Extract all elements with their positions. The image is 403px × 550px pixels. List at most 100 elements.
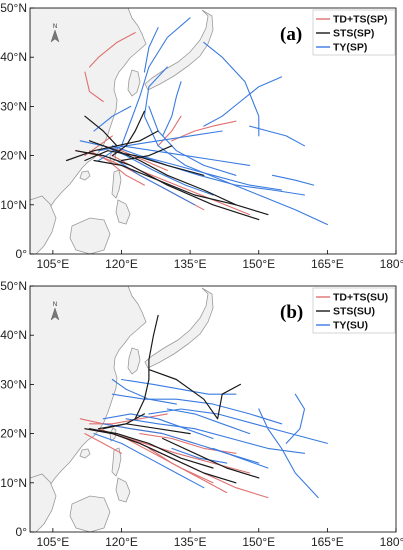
- track-sts-b-3: [84, 428, 237, 484]
- legend-entry-ty: TY(SU): [333, 320, 368, 332]
- track-ty-a-13: [93, 105, 132, 132]
- map-panel-a: 105°E 120°E 135°E 150°E 165°E 180° 0° 10°N 20°N 3…: [0, 1, 403, 271]
- y-tick-label: 50°N: [0, 279, 27, 293]
- x-tick-label: 165°E: [311, 257, 344, 271]
- panel-label-a: (a): [280, 24, 302, 45]
- track-ty-b-11: [212, 447, 269, 469]
- track-ty-b-2: [148, 408, 328, 444]
- track-ty-b-3: [125, 418, 306, 454]
- axis-ticks-a: 105°E 120°E 135°E 150°E 165°E 180° 0° 10°N 20°N 3…: [0, 1, 403, 271]
- tracks-layer-a: [65, 17, 328, 226]
- track-ty-a-6: [148, 105, 237, 176]
- north-arrow-label: N: [53, 24, 57, 30]
- japan-a: [144, 9, 214, 91]
- borneo-b: [69, 495, 111, 532]
- track-td-ts-b-5: [88, 413, 168, 425]
- track-sts-a-6: [120, 145, 173, 162]
- panel-label-b: (b): [280, 302, 303, 323]
- y-tick-label: 40°N: [0, 328, 27, 342]
- track-td-ts-a-3: [88, 32, 136, 68]
- track-ty-a-3: [203, 41, 260, 137]
- legend-b: TD+TS(SU) STS(SU) TY(SU): [312, 287, 396, 334]
- mainland-asia-b: [30, 286, 147, 519]
- borneo-a: [69, 217, 111, 254]
- north-arrow-b: N: [50, 302, 60, 321]
- map-border-b: [29, 285, 397, 533]
- hainan-a: [79, 170, 91, 181]
- legend-entry-sts: STS(SP): [333, 28, 374, 40]
- y-tick-label: 0°: [16, 247, 28, 261]
- philippines-south-b: [115, 477, 131, 503]
- north-arrow-icon: [50, 307, 60, 321]
- north-arrow-a: N: [50, 24, 60, 43]
- track-ty-a-16: [143, 27, 159, 73]
- legend-entry-sts: STS(SU): [333, 306, 375, 318]
- philippines-luzon-b: [111, 447, 122, 477]
- indochina-a: [30, 195, 57, 254]
- track-ty-b-8: [285, 393, 306, 444]
- y-tick-label: 50°N: [0, 1, 27, 15]
- track-td-ts-a-5: [88, 150, 145, 186]
- track-sts-b-4: [88, 428, 214, 469]
- legend-entry-ty: TY(SP): [333, 42, 367, 54]
- x-tick-label: 120°E: [105, 535, 138, 549]
- track-td-ts-a-6: [157, 115, 182, 147]
- track-ty-b-1: [111, 393, 283, 425]
- y-tick-label: 20°N: [0, 149, 27, 163]
- y-tick-label: 40°N: [0, 50, 27, 64]
- track-ty-a-9: [249, 125, 306, 147]
- track-sts-b-7: [102, 413, 145, 430]
- x-tick-label: 135°E: [174, 535, 207, 549]
- y-tick-label: 10°N: [0, 476, 27, 490]
- legend-entry-td-ts: TD+TS(SP): [333, 14, 388, 26]
- north-arrow-icon: [50, 29, 60, 43]
- track-sts-a-5: [88, 140, 269, 216]
- tracks-layer-b: [79, 314, 328, 499]
- mainland-asia-a: [30, 8, 147, 241]
- track-sts-a-7: [84, 115, 118, 147]
- track-ty-a-15: [271, 174, 315, 186]
- indochina-b: [30, 473, 57, 532]
- y-tick-label: 30°N: [0, 377, 27, 391]
- track-ty-b-12: [111, 378, 177, 405]
- x-tick-label: 105°E: [36, 535, 69, 549]
- track-sts-b-2: [148, 369, 241, 420]
- x-tick-label: 180°: [380, 535, 403, 549]
- x-tick-label: 165°E: [311, 535, 344, 549]
- y-tick-label: 10°N: [0, 198, 27, 212]
- japan-b: [144, 287, 214, 369]
- philippines-south-a: [115, 199, 131, 225]
- track-ty-b-13: [171, 447, 228, 464]
- track-ty-b-9: [93, 433, 205, 489]
- track-ty-a-14: [162, 81, 182, 137]
- track-ty-b-6: [102, 413, 214, 440]
- track-ty-a-2: [111, 145, 283, 191]
- map-panel-b: 105°E 120°E 135°E 150°E 165°E 180° 0° 10°N 20°N 3…: [0, 279, 403, 549]
- philippines-luzon-a: [111, 169, 122, 199]
- track-sts-b-6: [162, 437, 260, 479]
- track-td-ts-b-8: [84, 433, 123, 454]
- track-td-ts-a-4: [171, 120, 237, 142]
- track-ty-b-10: [166, 408, 251, 435]
- track-td-ts-b-7: [148, 447, 228, 494]
- land-a: [30, 8, 214, 254]
- x-tick-label: 150°E: [242, 257, 275, 271]
- track-sts-a-8: [65, 130, 159, 162]
- x-tick-label: 120°E: [105, 257, 138, 271]
- korea-peninsula-a: [127, 69, 141, 97]
- track-ty-a-8: [203, 76, 283, 127]
- y-tick-label: 20°N: [0, 427, 27, 441]
- track-td-ts-a-8: [84, 71, 104, 103]
- land-b: [30, 286, 214, 532]
- y-tick-label: 30°N: [0, 99, 27, 113]
- track-ty-a-11: [120, 145, 251, 166]
- korea-peninsula-b: [127, 347, 141, 375]
- legend-entry-td-ts: TD+TS(SU): [333, 292, 388, 304]
- track-sts-a-2: [93, 159, 237, 206]
- hainan-b: [79, 448, 91, 459]
- track-ty-b-7: [120, 378, 237, 395]
- y-tick-label: 0°: [16, 525, 28, 539]
- x-tick-label: 135°E: [174, 257, 207, 271]
- track-ty-a-5: [143, 66, 328, 226]
